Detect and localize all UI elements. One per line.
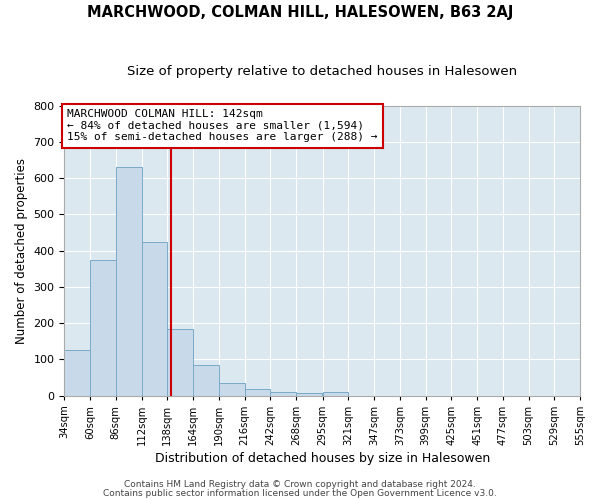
- Bar: [270, 392, 296, 396]
- Y-axis label: Number of detached properties: Number of detached properties: [15, 158, 28, 344]
- Bar: [167, 328, 193, 396]
- Bar: [296, 393, 322, 396]
- Bar: [142, 242, 167, 396]
- Text: Contains public sector information licensed under the Open Government Licence v3: Contains public sector information licen…: [103, 488, 497, 498]
- Bar: [245, 390, 270, 396]
- Bar: [323, 392, 349, 396]
- X-axis label: Distribution of detached houses by size in Halesowen: Distribution of detached houses by size …: [155, 452, 490, 465]
- Bar: [219, 383, 245, 396]
- Text: Contains HM Land Registry data © Crown copyright and database right 2024.: Contains HM Land Registry data © Crown c…: [124, 480, 476, 489]
- Bar: [90, 260, 116, 396]
- Text: MARCHWOOD, COLMAN HILL, HALESOWEN, B63 2AJ: MARCHWOOD, COLMAN HILL, HALESOWEN, B63 2…: [87, 5, 513, 20]
- Bar: [193, 365, 219, 396]
- Bar: [116, 167, 142, 396]
- Bar: [64, 350, 90, 396]
- Text: MARCHWOOD COLMAN HILL: 142sqm
← 84% of detached houses are smaller (1,594)
15% o: MARCHWOOD COLMAN HILL: 142sqm ← 84% of d…: [67, 109, 378, 142]
- Title: Size of property relative to detached houses in Halesowen: Size of property relative to detached ho…: [127, 65, 517, 78]
